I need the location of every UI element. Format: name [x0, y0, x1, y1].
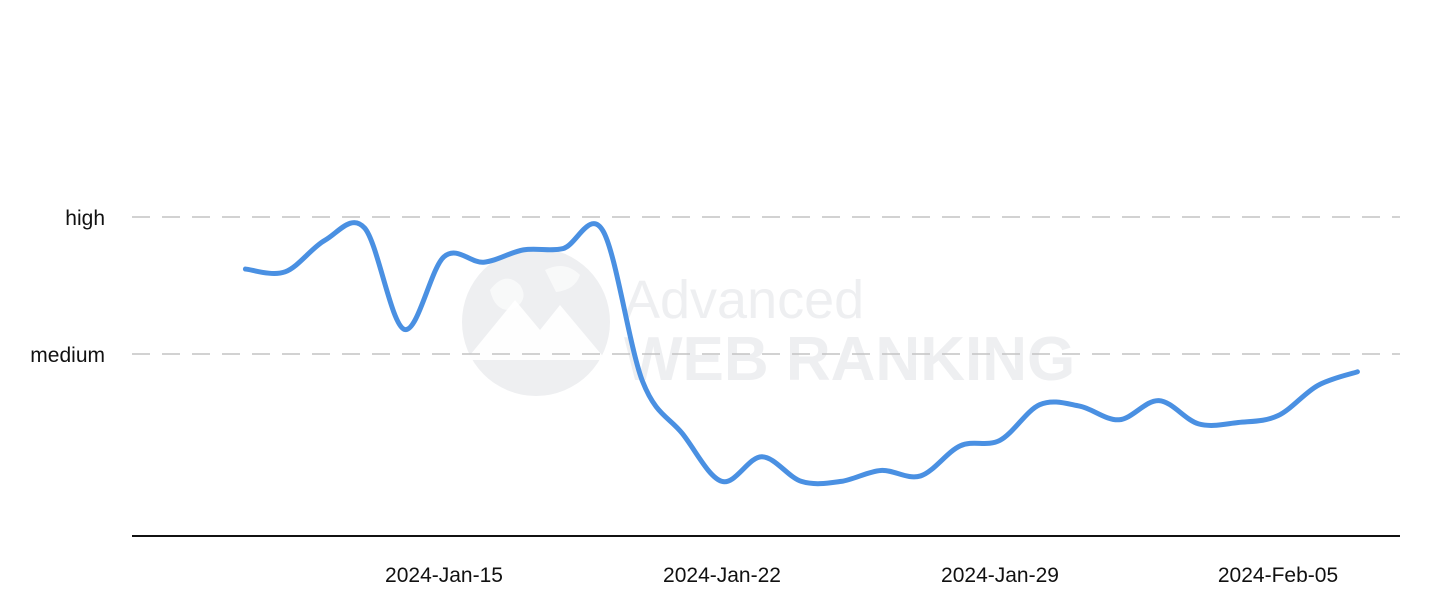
- watermark: Advanced WEB RANKING: [462, 248, 1075, 396]
- y-label-medium: medium: [30, 344, 105, 367]
- watermark-line1: Advanced: [624, 270, 864, 330]
- x-tick-label: 2024-Jan-22: [663, 564, 781, 587]
- x-tick-labels: 2024-Jan-15 2024-Jan-22 2024-Jan-29 2024-Fe…: [385, 564, 1338, 587]
- watermark-line2: WEB RANKING: [624, 325, 1075, 394]
- x-tick-label: 2024-Feb-05: [1218, 564, 1338, 587]
- globe-mountain-icon: [462, 248, 610, 396]
- x-tick-label: 2024-Jan-15: [385, 564, 503, 587]
- y-label-high: high: [65, 207, 105, 230]
- x-tick-label: 2024-Jan-29: [941, 564, 1059, 587]
- series-group: [242, 220, 1360, 487]
- series-line: [242, 220, 1360, 487]
